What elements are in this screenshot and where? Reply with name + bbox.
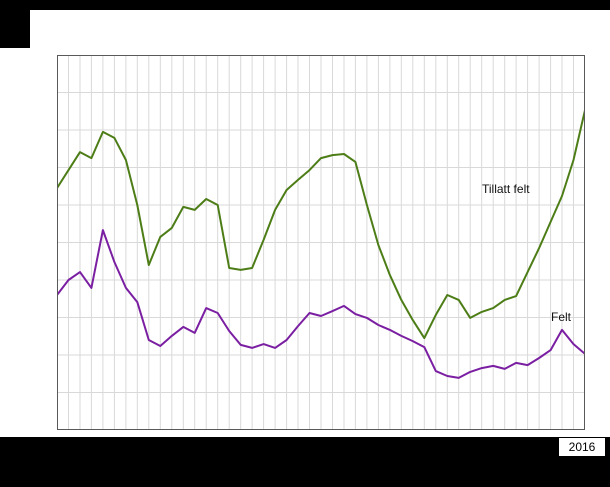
top-black-bar (0, 0, 610, 10)
plot-border (57, 55, 585, 430)
x-axis-tick-2016: 2016 (559, 438, 605, 456)
series-label-tillatt-felt: Tillatt felt (482, 182, 530, 196)
series-line-tillatt-felt (57, 109, 585, 340)
line-chart (57, 55, 585, 430)
plot-area (57, 55, 585, 430)
bottom-black-bar (0, 437, 610, 487)
top-left-black-block (0, 0, 30, 48)
series-label-felt: Felt (551, 310, 572, 324)
series-line-felt (57, 229, 585, 379)
